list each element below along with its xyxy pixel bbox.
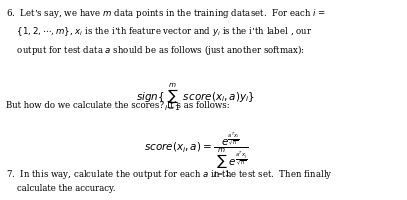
Text: But how do we calculate the scores? It’s as follows:: But how do we calculate the scores? It’s… xyxy=(6,100,230,109)
Text: 6.  Let’s say, we have $m$ data points in the training dataset.  For each $i$ =
: 6. Let’s say, we have $m$ data points in… xyxy=(6,7,326,57)
Text: $score(x_i, a) = \dfrac{e^{\frac{a^T x_i}{\sqrt{n}}}}{\sum_{j=1}^{m} e^{\frac{a^: $score(x_i, a) = \dfrac{e^{\frac{a^T x_i… xyxy=(144,130,248,179)
Text: 7.  In this way, calculate the output for each $a$ in the test set.  Then finall: 7. In this way, calculate the output for… xyxy=(6,167,333,192)
Text: $sign\{\sum_{i=1}^{m}\ score(x_i, a)y_i\}$: $sign\{\sum_{i=1}^{m}\ score(x_i, a)y_i\… xyxy=(136,81,256,112)
